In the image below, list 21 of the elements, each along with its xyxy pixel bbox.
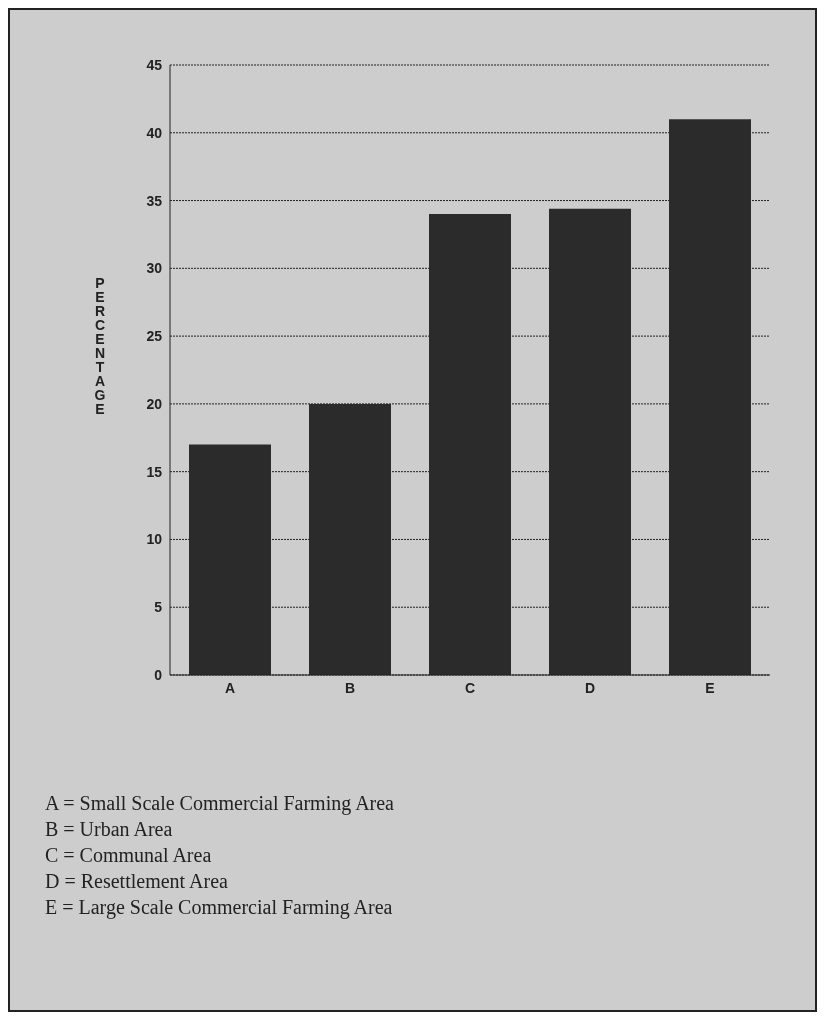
y-tick-label: 20 [146,395,163,412]
y-tick-label: 25 [146,328,163,345]
y-tick-label: 0 [154,666,163,683]
x-tick-label: E [705,679,715,696]
y-tick-label: 15 [146,463,163,480]
y-tick-label: 5 [154,599,163,616]
text: C = Communal Area [45,843,213,868]
text: D = Resettlement Area [45,869,229,894]
x-tick-label: D [584,679,596,696]
y-tick-label: 10 [146,531,163,548]
y-tick-label: 30 [146,260,163,277]
y-tick-label: 35 [146,192,163,209]
x-tick-label: B [344,679,356,696]
x-tick-label: C [464,679,476,696]
text: E = Large Scale Commercial Farming Area [45,895,394,920]
y-tick-label: 45 [146,56,163,73]
x-tick-label: A [224,679,236,696]
y-tick-label: 40 [146,124,163,141]
text: A = Small Scale Commercial Farming Area [45,791,394,816]
y-axis-title: PERCENTAGE [92,275,108,415]
text: B = Urban Area [45,817,174,842]
